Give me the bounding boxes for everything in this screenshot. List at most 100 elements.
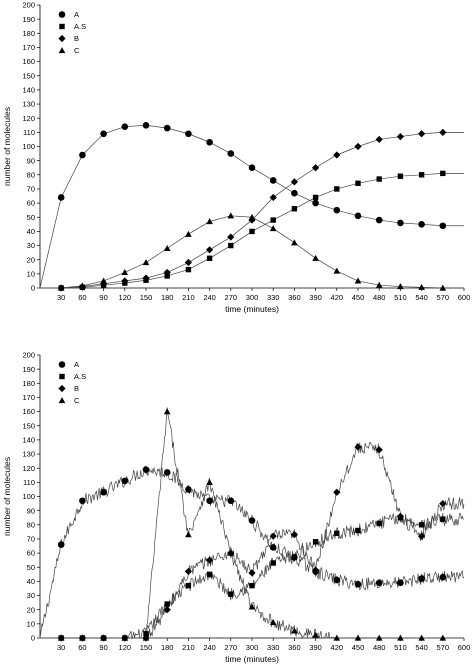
- y-tick-label: 40: [27, 227, 35, 236]
- data-point-a: [397, 579, 404, 587]
- x-tick-label: 120: [119, 293, 132, 302]
- y-tick-label: 170: [22, 393, 35, 402]
- y-tick-label: 150: [22, 421, 35, 430]
- data-point-b: [290, 531, 298, 539]
- x-tick-label: 510: [394, 643, 407, 652]
- data-point-c: [206, 218, 213, 225]
- series-line-b: [40, 132, 464, 289]
- x-tick-label: 390: [309, 293, 322, 302]
- data-point-b: [227, 233, 235, 241]
- data-point-as: [164, 601, 170, 607]
- legend-marker-b: [58, 384, 66, 393]
- data-point-as: [334, 530, 340, 536]
- data-point-as: [228, 242, 234, 249]
- data-point-c: [291, 627, 298, 634]
- data-point-a: [312, 199, 319, 207]
- data-point-c: [397, 283, 404, 290]
- y-tick-label: 130: [22, 450, 35, 459]
- data-point-c: [354, 634, 362, 641]
- data-point-c: [418, 634, 425, 641]
- x-tick-label: 600: [458, 643, 471, 652]
- data-point-as: [270, 217, 276, 223]
- y-tick-label: 160: [22, 407, 35, 416]
- data-point-c: [248, 213, 256, 220]
- y-tick-label: 70: [27, 185, 35, 194]
- y-tick-label: 140: [22, 86, 35, 95]
- y-tick-label: 80: [27, 520, 35, 529]
- y-tick-label: 0: [31, 634, 35, 643]
- data-point-b: [206, 246, 214, 254]
- data-point-c: [333, 634, 341, 641]
- x-tick-label: 570: [437, 293, 450, 302]
- data-point-a: [185, 486, 192, 493]
- y-tick-label: 20: [27, 255, 35, 264]
- y-tick-label: 190: [22, 365, 35, 374]
- y-tick-label: 190: [22, 15, 35, 24]
- data-point-as: [440, 516, 446, 522]
- data-point-a: [375, 579, 383, 587]
- x-tick-label: 150: [140, 293, 153, 302]
- y-tick-label: 10: [27, 269, 35, 278]
- x-tick-label: 450: [352, 293, 365, 302]
- data-point-c: [57, 634, 65, 641]
- data-point-b: [142, 274, 150, 282]
- data-point-b: [312, 164, 320, 172]
- y-tick-label: 30: [27, 241, 35, 250]
- data-point-as: [418, 172, 425, 178]
- y-tick-label: 40: [27, 577, 35, 586]
- data-point-c: [333, 267, 341, 274]
- data-point-b: [290, 178, 298, 186]
- data-point-a: [163, 469, 171, 476]
- y-tick-label: 130: [22, 100, 35, 109]
- x-tick-label: 540: [415, 643, 428, 652]
- x-tick-label: 180: [161, 293, 174, 302]
- data-point-a: [354, 212, 362, 220]
- x-tick-label: 240: [203, 643, 216, 652]
- x-axis-label: time (minutes): [225, 304, 279, 314]
- legend-label-a: A: [74, 10, 79, 19]
- data-point-as: [376, 176, 382, 182]
- y-tick-label: 120: [22, 114, 35, 123]
- x-tick-label: 60: [78, 643, 86, 652]
- y-tick-label: 20: [27, 605, 35, 614]
- y-tick-label: 110: [23, 128, 35, 137]
- data-point-b: [354, 443, 362, 451]
- x-tick-label: 270: [225, 643, 238, 652]
- y-tick-label: 70: [27, 535, 35, 544]
- data-point-a: [439, 573, 447, 581]
- data-point-as: [249, 582, 255, 589]
- data-point-a: [57, 194, 65, 201]
- data-point-as: [185, 582, 192, 589]
- series-line-a: [39, 124, 464, 289]
- x-tick-label: 540: [415, 293, 428, 302]
- data-point-c: [354, 277, 362, 284]
- data-point-a: [206, 497, 213, 505]
- data-point-b: [184, 567, 192, 576]
- y-tick-label: 30: [27, 591, 35, 600]
- data-point-a: [185, 130, 192, 138]
- data-point-as: [206, 255, 213, 261]
- data-point-a: [57, 541, 65, 548]
- data-point-b: [375, 446, 383, 454]
- y-tick-label: 100: [22, 492, 35, 501]
- data-point-as: [397, 173, 404, 179]
- x-tick-label: 330: [267, 293, 280, 302]
- y-tick-label: 60: [27, 549, 35, 558]
- y-tick-label: 180: [22, 29, 35, 38]
- legend-marker-c: [58, 47, 66, 54]
- legend-label-as: A.S: [74, 22, 86, 31]
- x-tick-label: 240: [203, 293, 216, 302]
- data-point-c: [375, 634, 383, 641]
- series-line-c: [40, 215, 464, 289]
- data-point-c: [79, 282, 86, 289]
- data-point-a: [333, 576, 341, 584]
- data-point-c: [100, 634, 107, 641]
- data-point-a: [418, 221, 425, 228]
- data-point-c: [79, 634, 86, 641]
- data-point-a: [269, 544, 277, 551]
- y-tick-label: 120: [22, 464, 35, 473]
- y-tick-label: 140: [22, 436, 35, 445]
- x-tick-label: 300: [246, 293, 259, 302]
- legend-marker-a: [58, 361, 66, 368]
- x-tick-label: 180: [161, 643, 174, 652]
